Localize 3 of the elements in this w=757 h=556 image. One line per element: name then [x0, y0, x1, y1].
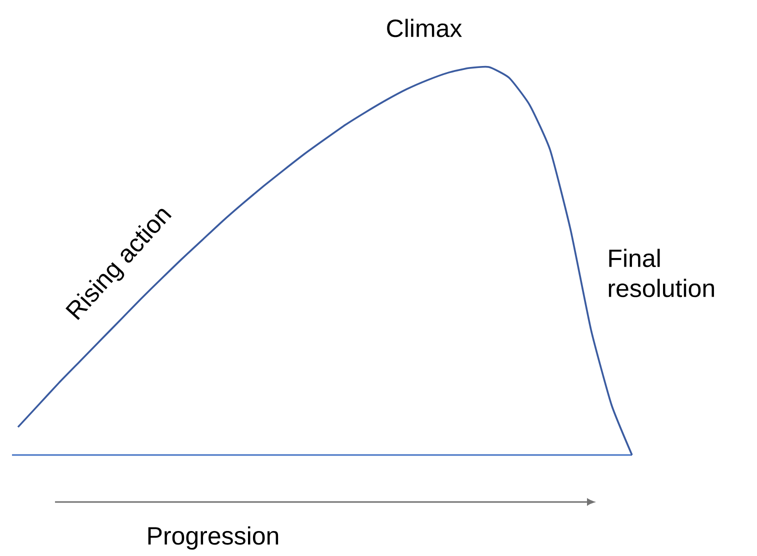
annotation: Final resolution	[608, 248, 714, 298]
text: Climax	[387, 18, 462, 38]
x-axis-title: Progression	[148, 526, 278, 550]
